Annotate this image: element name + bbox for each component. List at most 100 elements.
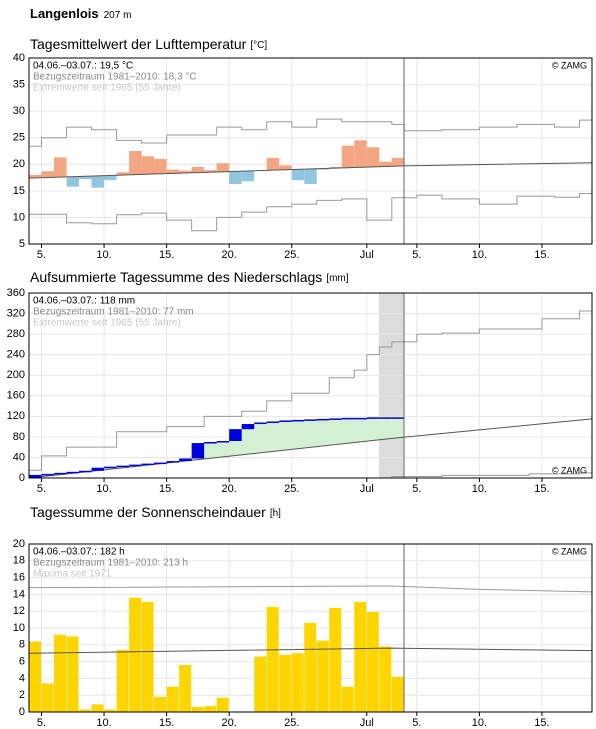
x-tick-label: 10. <box>472 483 487 495</box>
daily-precipitation <box>91 467 105 471</box>
sunshine-bar <box>141 601 154 712</box>
info-text: Bezugszeitraum 1981–2010: 18,3 °C <box>33 72 197 83</box>
daily-precipitation <box>266 421 280 423</box>
y-tick-label: 20 <box>13 538 25 550</box>
temperature-bar <box>54 157 67 178</box>
extreme-max-line <box>29 118 592 147</box>
info-text: Extremwerte seit 1965 (55 Jahre) <box>33 318 181 329</box>
sunshine-bar <box>191 706 204 712</box>
temperature-bar <box>279 165 292 170</box>
surplus-area <box>29 417 405 478</box>
daily-precipitation <box>254 422 267 425</box>
title-text: Tagesmittelwert der Lufttemperatur <box>30 36 247 52</box>
temperature-bar <box>41 171 55 178</box>
y-tick-label: 12 <box>13 605 25 617</box>
x-tick-label: 20. <box>222 483 237 495</box>
y-tick-label: 240 <box>7 349 25 361</box>
sunshine-bar <box>379 646 392 712</box>
x-tick-label: 20. <box>222 249 237 261</box>
sunshine-bar <box>329 607 342 712</box>
daily-precipitation <box>79 470 92 473</box>
sunshine-bar <box>366 612 379 712</box>
daily-precipitation <box>366 417 380 419</box>
info-text: 04.06.–03.07.: 182 h <box>33 547 125 558</box>
daily-precipitation <box>54 472 67 475</box>
x-tick-label: 25. <box>284 249 299 261</box>
forecast-band <box>379 293 404 478</box>
y-tick-label: 10 <box>13 622 25 634</box>
sunshine-bar <box>391 676 404 712</box>
temperature-bar <box>129 151 142 175</box>
y-tick-label: 14 <box>13 588 25 600</box>
x-tick-label: 15. <box>159 717 174 729</box>
daily-precipitation <box>116 465 130 468</box>
y-tick-label: 10 <box>13 211 25 223</box>
x-tick-label: 5. <box>37 717 46 729</box>
daily-precipitation <box>241 424 255 430</box>
sunshine-bar <box>179 664 192 712</box>
temperature-bar <box>241 170 255 182</box>
y-tick-label: 2 <box>19 689 25 701</box>
sunshine-bar <box>266 607 279 712</box>
y-tick-label: 15 <box>13 185 25 197</box>
temperature-bar <box>204 170 217 173</box>
daily-precipitation <box>204 442 217 444</box>
sunshine-bar <box>54 634 67 712</box>
x-tick-label: 25. <box>284 483 299 495</box>
x-tick-label: 5. <box>412 717 421 729</box>
sunshine-bar <box>79 709 92 712</box>
daily-precipitation <box>141 463 155 466</box>
elevation: 207 m <box>104 10 132 21</box>
info-text: 04.06.–03.07.: 19,5 °C <box>33 61 133 72</box>
temperature-bar <box>379 161 392 167</box>
title-text: Aufsummierte Tagessumme des Niederschlag… <box>30 269 322 285</box>
chart-title: Tagesmittelwert der Lufttemperatur [°C] <box>30 36 267 52</box>
sunshine-bar <box>254 656 267 712</box>
info-text: 04.06.–03.07.: 118 mm <box>33 296 135 307</box>
daily-precipitation <box>279 420 292 422</box>
x-tick-label: 15. <box>159 249 174 261</box>
sunshine-bar <box>316 640 329 712</box>
daily-precipitation <box>291 419 305 422</box>
info-text: Maxima seit 1971 <box>33 569 112 580</box>
y-tick-label: 20 <box>13 158 25 170</box>
daily-precipitation <box>129 464 142 467</box>
sunshine-bar <box>29 641 42 712</box>
x-tick-label: 10. <box>472 717 487 729</box>
y-tick-label: 360 <box>7 287 25 299</box>
y-tick-label: 6 <box>19 656 25 668</box>
y-tick-label: 280 <box>7 328 25 340</box>
station: Langenlois <box>30 6 99 21</box>
daily-precipitation <box>179 458 192 462</box>
y-tick-label: 40 <box>13 52 25 64</box>
daily-precipitation <box>304 419 317 421</box>
x-tick-label: Jul <box>360 483 374 495</box>
sunshine-bar <box>91 704 104 712</box>
sunshine-bar <box>354 601 367 712</box>
y-tick-label: 200 <box>7 369 25 381</box>
info-text: Extremwerte seit 1965 (55 Jahre) <box>33 83 181 94</box>
y-tick-label: 4 <box>19 672 25 684</box>
temperature-bar <box>179 170 192 174</box>
extreme-max-line <box>29 310 592 471</box>
chart-title: Aufsummierte Tagessumme des Niederschlag… <box>30 269 349 285</box>
daily-precipitation <box>104 466 117 469</box>
daily-precipitation <box>229 429 242 441</box>
info-text: Bezugszeitraum 1981–2010: 77 mm <box>33 307 194 318</box>
sunshine-bar <box>41 683 54 712</box>
temperature-bar <box>116 172 130 176</box>
info-text: Bezugszeitraum 1981–2010: 213 h <box>33 558 188 569</box>
daily-precipitation <box>216 441 230 443</box>
daily-precipitation <box>166 461 180 463</box>
temperature-bar <box>316 168 330 170</box>
y-tick-label: 160 <box>7 390 25 402</box>
sunshine-bar <box>204 706 217 712</box>
daily-precipitation <box>316 418 330 421</box>
y-tick-label: 0 <box>19 706 25 718</box>
temperature-bar <box>354 140 367 168</box>
plot-frame <box>28 543 593 713</box>
y-tick-label: 120 <box>7 410 25 422</box>
sunshine-bar <box>154 696 167 712</box>
copyright: © ZAMG <box>552 465 587 475</box>
temperature-bar <box>191 166 205 173</box>
